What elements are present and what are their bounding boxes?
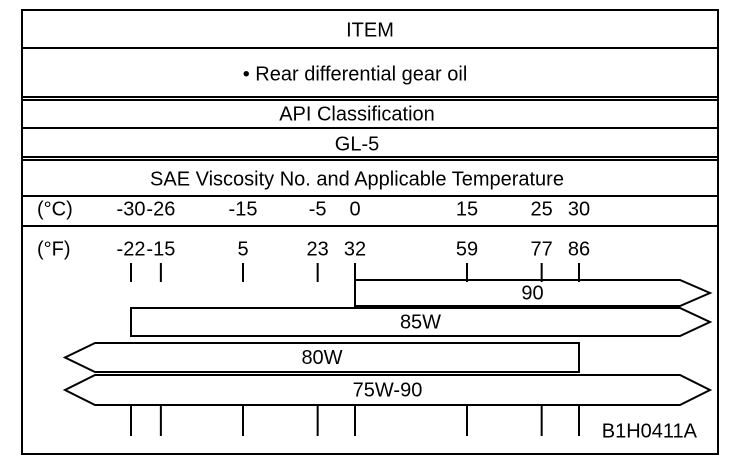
fahrenheit-tick-label: 86 — [568, 238, 590, 260]
outer-frame — [21, 9, 719, 455]
celsius-tick-label: 0 — [349, 198, 360, 220]
fahrenheit-tick-label: 23 — [307, 238, 329, 260]
celsius-tick-label: -26 — [146, 198, 175, 220]
celsius-tick-label: -5 — [309, 198, 327, 220]
celsius-tick-label: -30 — [117, 198, 146, 220]
bar-label: 80W — [301, 347, 342, 369]
row-text: API Classification — [279, 103, 435, 125]
viscosity-bar — [354, 279, 713, 307]
viscosity-bar — [130, 307, 713, 337]
row-text: SAE Viscosity No. and Applicable Tempera… — [150, 168, 564, 190]
fahrenheit-unit: (°F) — [37, 238, 71, 260]
celsius-tick-label: 25 — [531, 198, 553, 220]
viscosity-bar — [62, 374, 713, 406]
row-text: ITEM — [346, 19, 394, 41]
celsius-tick-label: 15 — [456, 198, 478, 220]
celsius-unit: (°C) — [37, 198, 73, 220]
fahrenheit-tick-label: -15 — [146, 238, 175, 260]
celsius-tick-label: 30 — [568, 198, 590, 220]
fahrenheit-tick-label: 5 — [237, 238, 248, 260]
row-text: • Rear differential gear oil — [243, 63, 468, 85]
bar-label: 85W — [400, 311, 441, 333]
viscosity-bar — [62, 342, 580, 373]
fahrenheit-tick-label: 77 — [531, 238, 553, 260]
figure-code: B1H0411A — [602, 420, 698, 442]
bar-label: 90 — [521, 282, 543, 304]
fahrenheit-tick-label: -22 — [117, 238, 146, 260]
fahrenheit-tick-label: 59 — [456, 238, 478, 260]
fahrenheit-tick-label: 32 — [344, 238, 366, 260]
celsius-tick-label: -15 — [229, 198, 258, 220]
bar-label: 75W-90 — [353, 379, 423, 401]
row-text: GL-5 — [335, 133, 379, 155]
